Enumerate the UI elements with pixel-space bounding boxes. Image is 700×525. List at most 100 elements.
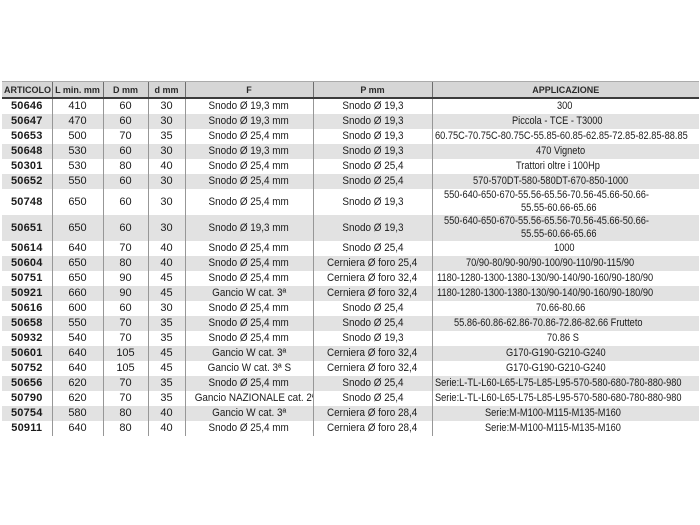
- p-text: Snodo Ø 19,3: [341, 115, 404, 127]
- cell-articolo: 50647: [2, 114, 52, 129]
- cell-f: Gancio W cat. 3ª: [184, 406, 313, 421]
- cell-d_small: 30: [147, 114, 185, 129]
- p-text: Cerniera Ø foro 32,4: [327, 287, 418, 299]
- table-row: 50614 640 70 40 Snodo Ø 25,4 mm Snodo Ø 25,4 1…: [2, 241, 699, 256]
- cell-l_min: 550: [51, 316, 103, 331]
- applicazione-text: Piccola - TCE - T3000: [511, 115, 603, 127]
- f-text: Snodo Ø 25,4 mm: [208, 422, 290, 434]
- table-row: 50653 500 70 35 Snodo Ø 25,4 mm Snodo Ø 19,3 6…: [2, 129, 699, 144]
- cell-d_big: 105: [102, 361, 148, 376]
- table-header-row: ARTICOLO L min. mm D mm d mm F P mm APPLICAZIO…: [2, 81, 699, 99]
- column-header-d_small: d mm: [147, 81, 185, 99]
- f-text: Snodo Ø 25,4 mm: [208, 160, 290, 172]
- table-row: 50647 470 60 30 Snodo Ø 19,3 mm Snodo Ø 19,3 P…: [2, 114, 699, 129]
- f-text: Snodo Ø 19,3 mm: [208, 115, 290, 127]
- cell-applicazione: 300: [431, 98, 699, 114]
- cell-d_big: 60: [102, 189, 148, 215]
- cell-applicazione: 1180-1280-1300-1380-130/90-140/90-160/90…: [431, 286, 699, 301]
- cell-p: Snodo Ø 19,3: [312, 331, 432, 346]
- f-text: Snodo Ø 25,4 mm: [208, 377, 290, 389]
- cell-f: Snodo Ø 25,4 mm: [184, 174, 313, 189]
- cell-articolo: 50616: [2, 301, 52, 316]
- cell-d_big: 70: [102, 316, 148, 331]
- cell-l_min: 650: [51, 215, 103, 241]
- cell-f: Gancio W cat. 3ª: [184, 286, 313, 301]
- cell-applicazione: Serie:M-M100-M115-M135-M160: [431, 406, 699, 421]
- cell-d_small: 45: [147, 271, 185, 286]
- cell-l_min: 530: [51, 159, 103, 174]
- cell-p: Cerniera Ø foro 28,4: [312, 406, 432, 421]
- f-text: Gancio W cat. 3ª S: [207, 362, 291, 374]
- cell-p: Snodo Ø 19,3: [312, 129, 432, 144]
- cell-articolo: 50748: [2, 189, 52, 215]
- cell-articolo: 50658: [2, 316, 52, 331]
- cell-f: Snodo Ø 19,3 mm: [184, 144, 313, 159]
- table-row: 50658 550 70 35 Snodo Ø 25,4 mm Snodo Ø 25,4 5…: [2, 316, 699, 331]
- cell-p: Cerniera Ø foro 32,4: [312, 346, 432, 361]
- f-text: Snodo Ø 25,4 mm: [208, 242, 290, 254]
- applicazione-text: Serie:L-TL-L60-L65-L75-L85-L95-570-580-6…: [434, 392, 682, 404]
- applicazione-text: Serie:M-M100-M115-M135-M160: [484, 407, 621, 419]
- applicazione-text: 550-640-650-670-55.56-65.56-70.56-45.66-…: [443, 189, 649, 201]
- applicazione-text: 1180-1280-1300-1380-130/90-140/90-160/90…: [437, 272, 654, 284]
- p-text: Snodo Ø 19,3: [341, 195, 404, 208]
- applicazione-text: Serie:L-TL-L60-L65-L75-L85-L95-570-580-6…: [434, 377, 682, 389]
- table-body: 50646 410 60 30 Snodo Ø 19,3 mm Snodo Ø 19,3 3…: [2, 98, 699, 436]
- table-row: 50301 530 80 40 Snodo Ø 25,4 mm Snodo Ø 25,4 T…: [2, 159, 699, 174]
- table-row: 50754 580 80 40 Gancio W cat. 3ª Cerniera Ø f…: [2, 406, 699, 421]
- p-text: Snodo Ø 25,4: [341, 242, 404, 254]
- applicazione-text: G170-G190-G210-G240: [506, 362, 607, 374]
- f-text: Gancio W cat. 3ª: [211, 347, 287, 359]
- cell-d_small: 30: [147, 301, 185, 316]
- table-row: 50790 620 70 35 Gancio NAZIONALE cat. 2ª Snod…: [2, 391, 699, 406]
- cell-l_min: 640: [51, 361, 103, 376]
- applicazione-text: Trattori oltre i 100Hp: [515, 160, 600, 172]
- cell-p: Snodo Ø 25,4: [312, 391, 432, 406]
- column-header-f: F: [184, 81, 313, 99]
- p-text: Snodo Ø 25,4: [341, 302, 404, 314]
- column-header-articolo: ARTICOLO: [2, 81, 52, 99]
- p-text: Snodo Ø 19,3: [341, 332, 404, 344]
- applicazione-text: 470 Vigneto: [536, 145, 586, 157]
- cell-p: Snodo Ø 25,4: [312, 301, 432, 316]
- cell-articolo: 50921: [2, 286, 52, 301]
- applicazione-text: 70.66-80.66: [536, 302, 586, 314]
- cell-d_small: 30: [147, 215, 185, 241]
- p-text: Snodo Ø 25,4: [341, 377, 404, 389]
- table-row: 50751 650 90 45 Snodo Ø 25,4 mm Cerniera Ø fo…: [2, 271, 699, 286]
- cell-d_small: 40: [147, 421, 185, 436]
- p-text: Cerniera Ø foro 32,4: [327, 272, 418, 284]
- applicazione-text: 550-640-650-670-55.56-65.56-70.56-45.66-…: [443, 215, 649, 227]
- cell-p: Cerniera Ø foro 32,4: [312, 286, 432, 301]
- column-header-d_big: D mm: [102, 81, 148, 99]
- cell-l_min: 660: [51, 286, 103, 301]
- cell-d_big: 90: [102, 286, 148, 301]
- cell-applicazione: G170-G190-G210-G240: [431, 361, 699, 376]
- cell-applicazione: 70.86 S: [431, 331, 699, 346]
- cell-f: Snodo Ø 25,4 mm: [184, 129, 313, 144]
- f-text: Snodo Ø 25,4 mm: [208, 130, 290, 142]
- cell-applicazione: G170-G190-G210-G240: [431, 346, 699, 361]
- cell-applicazione: Trattori oltre i 100Hp: [431, 159, 699, 174]
- table-row: 50651 650 60 30 Snodo Ø 19,3 mm Snodo Ø 19,3 5…: [2, 215, 699, 241]
- applicazione-text: 70/90-80/90-90/90-100/90-110/90-115/90: [465, 257, 634, 269]
- cell-d_big: 60: [102, 98, 148, 114]
- cell-d_small: 35: [147, 316, 185, 331]
- cell-d_big: 70: [102, 376, 148, 391]
- cell-l_min: 640: [51, 421, 103, 436]
- column-header-l_min: L min. mm: [51, 81, 103, 99]
- cell-d_big: 80: [102, 406, 148, 421]
- f-text: Snodo Ø 19,3 mm: [208, 221, 290, 234]
- cell-l_min: 500: [51, 129, 103, 144]
- cell-f: Snodo Ø 25,4 mm: [184, 301, 313, 316]
- cell-f: Snodo Ø 25,4 mm: [184, 316, 313, 331]
- cell-p: Snodo Ø 25,4: [312, 376, 432, 391]
- applicazione-text: 300: [556, 100, 572, 112]
- cell-articolo: 50614: [2, 241, 52, 256]
- applicazione-text: 55.55-60.66-65.66: [520, 228, 597, 240]
- cell-d_small: 35: [147, 376, 185, 391]
- cell-f: Snodo Ø 25,4 mm: [184, 376, 313, 391]
- applicazione-text: 55.86-60.86-62.86-70.86-72.86-82.66 Frut…: [453, 317, 643, 329]
- cell-f: Snodo Ø 19,3 mm: [184, 114, 313, 129]
- p-text: Snodo Ø 19,3: [341, 221, 404, 234]
